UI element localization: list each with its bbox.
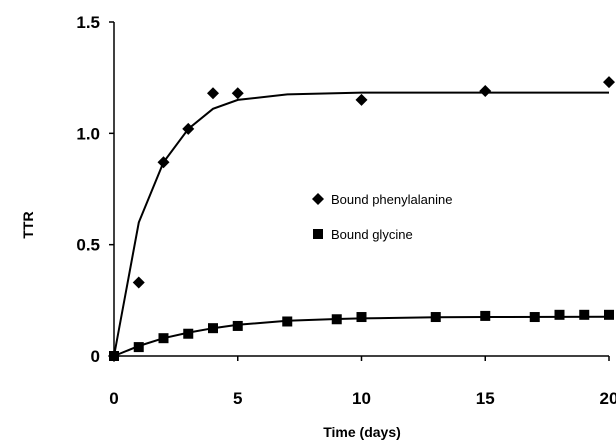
y-axis-label: TTR bbox=[20, 211, 36, 238]
data-point-square bbox=[579, 309, 590, 320]
ticks: 0 0.5 1.0 1.5 0 5 10 15 20 bbox=[76, 13, 616, 408]
x-tick-label: 10 bbox=[352, 389, 371, 408]
data-point-square bbox=[183, 328, 194, 339]
data-point-square bbox=[331, 314, 342, 325]
data-point-square bbox=[109, 351, 119, 361]
fit-line-series-0 bbox=[113, 91, 609, 357]
data-point-diamond bbox=[603, 76, 615, 89]
legend-label-glycine: Bound glycine bbox=[331, 227, 413, 242]
legend: Bound phenylalanine Bound glycine bbox=[312, 192, 452, 242]
data-point-diamond bbox=[231, 87, 244, 100]
x-tick-label: 15 bbox=[476, 389, 495, 408]
y-tick-label: 1.0 bbox=[76, 124, 100, 143]
data-point-diamond bbox=[182, 122, 195, 135]
y-tick-label: 0 bbox=[91, 347, 100, 366]
data-point-square bbox=[480, 310, 491, 321]
data-point-square bbox=[604, 309, 614, 320]
data-point-square bbox=[208, 323, 218, 334]
x-tick-label: 20 bbox=[600, 389, 616, 408]
data-point-square bbox=[282, 316, 293, 327]
data-point-diamond bbox=[207, 87, 219, 100]
data-point-diamond bbox=[479, 85, 492, 98]
data-point-square bbox=[232, 320, 243, 331]
data-point-diamond bbox=[132, 276, 145, 289]
y-tick-label: 0.5 bbox=[76, 236, 100, 255]
x-tick-label: 0 bbox=[109, 389, 118, 408]
data-point-square bbox=[529, 312, 540, 323]
legend-marker-glycine bbox=[313, 229, 323, 239]
data-point-square bbox=[356, 312, 367, 323]
data-point-square bbox=[430, 312, 441, 323]
data-point-square bbox=[158, 333, 169, 344]
data-point-diamond bbox=[157, 156, 170, 169]
axes bbox=[113, 22, 609, 357]
y-tick-label: 1.5 bbox=[76, 13, 100, 32]
legend-label-phenylalanine: Bound phenylalanine bbox=[331, 192, 452, 207]
data-point-square bbox=[554, 309, 565, 320]
data-point-diamond bbox=[355, 93, 368, 106]
x-tick-label: 5 bbox=[233, 389, 242, 408]
x-axis-label: Time (days) bbox=[323, 424, 401, 440]
data-point-square bbox=[133, 342, 144, 353]
legend-marker-phenylalanine bbox=[312, 193, 324, 205]
markers bbox=[108, 76, 615, 362]
